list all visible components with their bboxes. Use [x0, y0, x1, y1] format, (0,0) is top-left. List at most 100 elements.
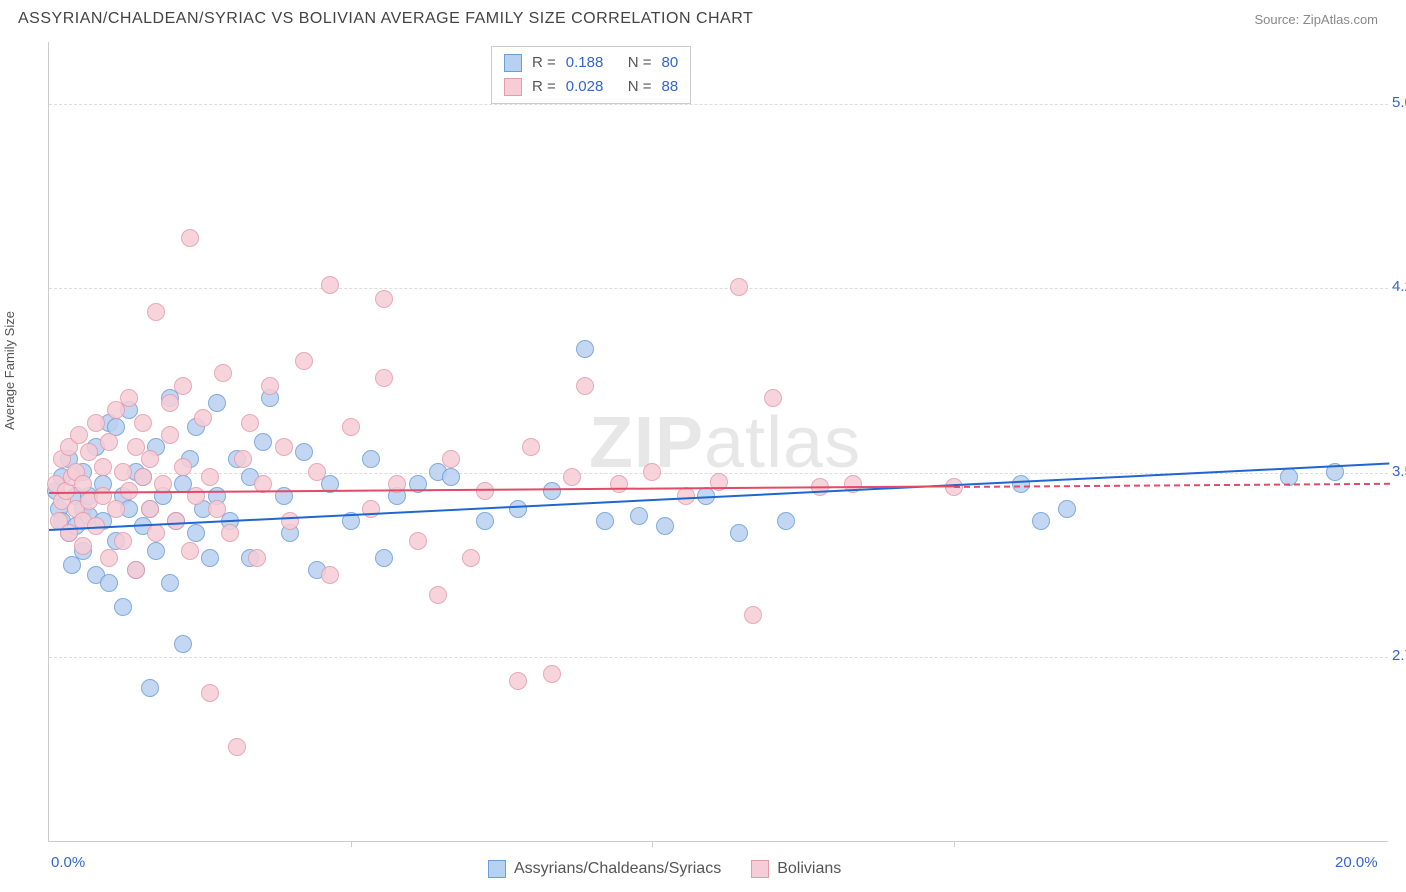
- scatter-point: [100, 574, 118, 592]
- scatter-point: [208, 394, 226, 412]
- scatter-point: [476, 512, 494, 530]
- scatter-point: [744, 606, 762, 624]
- legend-item: Assyrians/Chaldeans/Syriacs: [488, 860, 721, 878]
- scatter-point: [375, 369, 393, 387]
- header: ASSYRIAN/CHALDEAN/SYRIAC VS BOLIVIAN AVE…: [0, 0, 1406, 38]
- scatter-point: [228, 738, 246, 756]
- scatter-point: [147, 303, 165, 321]
- stats-legend-box: R = 0.188 N = 80R =0.028N =88: [491, 46, 691, 104]
- scatter-point: [362, 450, 380, 468]
- scatter-point: [147, 524, 165, 542]
- scatter-point: [94, 458, 112, 476]
- scatter-point: [476, 482, 494, 500]
- r-value: 0.188: [566, 51, 618, 75]
- n-value: 80: [662, 51, 679, 75]
- scatter-point: [181, 542, 199, 560]
- scatter-point: [522, 438, 540, 456]
- scatter-point: [141, 679, 159, 697]
- scatter-point: [127, 561, 145, 579]
- scatter-point: [630, 507, 648, 525]
- scatter-point: [596, 512, 614, 530]
- scatter-point: [576, 340, 594, 358]
- scatter-point: [342, 418, 360, 436]
- stats-row: R =0.028N =88: [504, 75, 678, 99]
- n-value: 88: [662, 75, 679, 99]
- scatter-point: [107, 500, 125, 518]
- scatter-point: [543, 482, 561, 500]
- scatter-point: [114, 463, 132, 481]
- scatter-point: [70, 426, 88, 444]
- scatter-point: [134, 468, 152, 486]
- stats-row: R = 0.188 N = 80: [504, 51, 678, 75]
- scatter-point: [201, 684, 219, 702]
- legend-label: Assyrians/Chaldeans/Syriacs: [514, 860, 721, 878]
- r-label: R =: [532, 51, 556, 75]
- scatter-point: [563, 468, 581, 486]
- n-label: N =: [628, 51, 652, 75]
- scatter-point: [248, 549, 266, 567]
- scatter-point: [429, 586, 447, 604]
- r-label: R =: [532, 75, 556, 99]
- scatter-point: [764, 389, 782, 407]
- scatter-point: [295, 443, 313, 461]
- scatter-point: [509, 500, 527, 518]
- scatter-point: [409, 532, 427, 550]
- scatter-point: [777, 512, 795, 530]
- scatter-point: [576, 377, 594, 395]
- y-tick-label: 2.75: [1392, 647, 1406, 664]
- scatter-point: [234, 450, 252, 468]
- scatter-point: [147, 542, 165, 560]
- scatter-point: [241, 414, 259, 432]
- y-tick-label: 5.00: [1392, 94, 1406, 111]
- scatter-point: [321, 566, 339, 584]
- scatter-point: [114, 532, 132, 550]
- scatter-point: [161, 394, 179, 412]
- x-tick-label: 0.0%: [51, 854, 85, 871]
- scatter-point: [1012, 475, 1030, 493]
- scatter-point: [254, 433, 272, 451]
- scatter-point: [1032, 512, 1050, 530]
- legend-label: Bolivians: [777, 860, 841, 878]
- gridline: [49, 104, 1388, 105]
- scatter-point: [161, 574, 179, 592]
- scatter-point: [656, 517, 674, 535]
- scatter-point: [181, 229, 199, 247]
- scatter-point: [375, 549, 393, 567]
- scatter-point: [442, 468, 460, 486]
- scatter-point: [214, 364, 232, 382]
- source-label: Source: ZipAtlas.com: [1254, 12, 1378, 27]
- scatter-point: [174, 377, 192, 395]
- scatter-point: [141, 450, 159, 468]
- scatter-point: [295, 352, 313, 370]
- scatter-point: [74, 537, 92, 555]
- x-minor-tick: [351, 841, 352, 847]
- chart-title: ASSYRIAN/CHALDEAN/SYRIAC VS BOLIVIAN AVE…: [18, 10, 753, 28]
- scatter-point: [275, 438, 293, 456]
- chart-area: ZIPatlas R =0.188N =80R =0.028N =88 2.75…: [48, 42, 1388, 842]
- scatter-point: [114, 598, 132, 616]
- scatter-point: [261, 377, 279, 395]
- scatter-point: [610, 475, 628, 493]
- legend-swatch: [504, 54, 522, 72]
- scatter-point: [281, 512, 299, 530]
- scatter-point: [442, 450, 460, 468]
- y-axis-label: Average Family Size: [2, 311, 17, 430]
- scatter-point: [321, 276, 339, 294]
- scatter-point: [462, 549, 480, 567]
- scatter-point: [730, 524, 748, 542]
- scatter-point: [141, 500, 159, 518]
- watermark: ZIPatlas: [589, 402, 861, 484]
- y-tick-label: 3.50: [1392, 463, 1406, 480]
- gridline: [49, 288, 1388, 289]
- scatter-point: [174, 458, 192, 476]
- scatter-point: [174, 635, 192, 653]
- x-tick-label: 20.0%: [1335, 854, 1378, 871]
- scatter-point: [167, 512, 185, 530]
- scatter-point: [134, 414, 152, 432]
- bottom-legend: Assyrians/Chaldeans/Syriacs Bolivians: [488, 860, 841, 878]
- scatter-point: [201, 549, 219, 567]
- x-minor-tick: [954, 841, 955, 847]
- x-minor-tick: [652, 841, 653, 847]
- legend-swatch: [488, 860, 506, 878]
- scatter-point: [509, 672, 527, 690]
